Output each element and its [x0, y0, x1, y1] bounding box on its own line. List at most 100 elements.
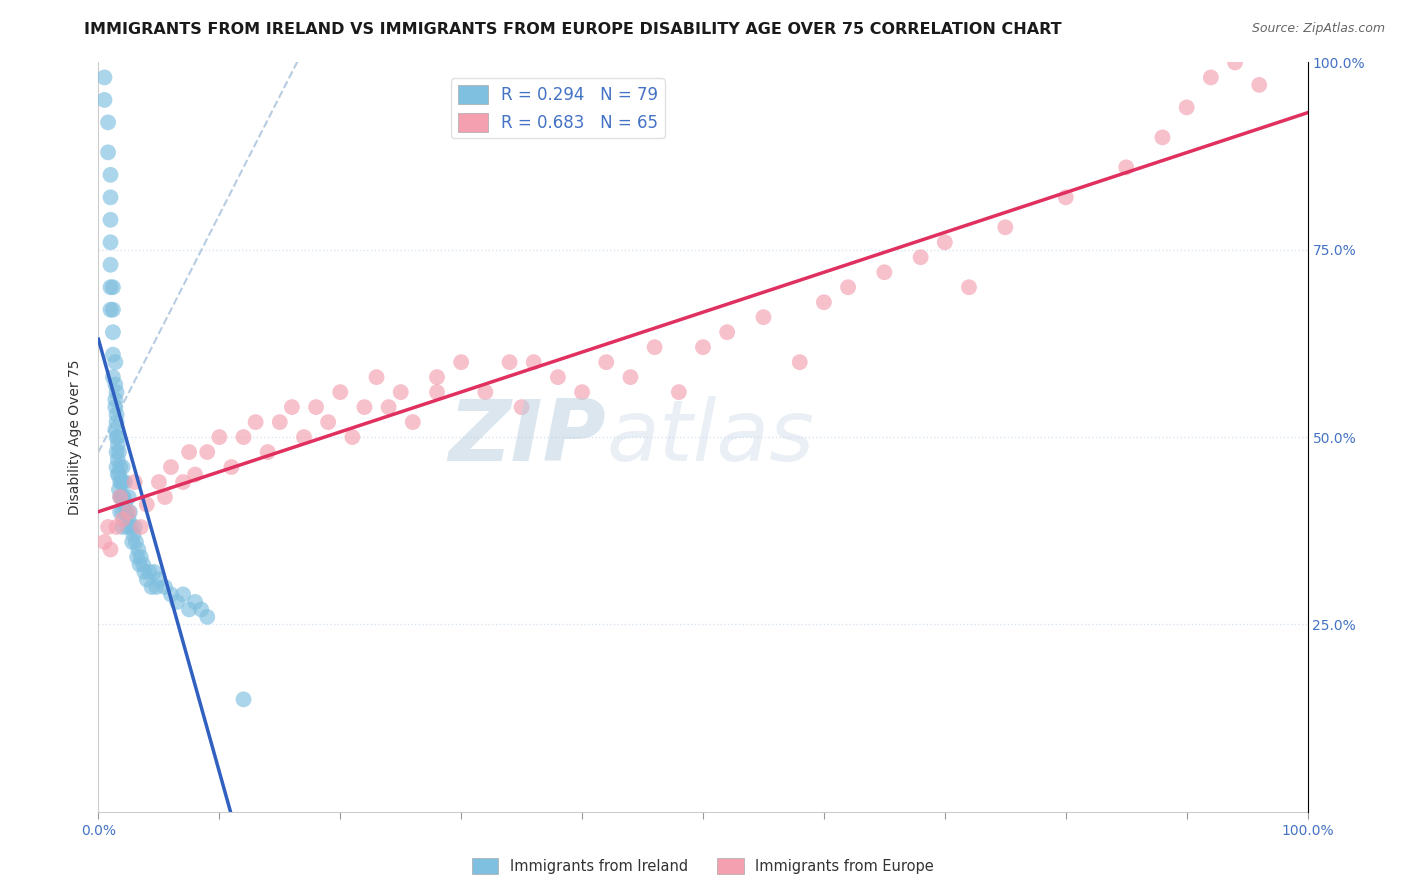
Point — [752, 310, 775, 325]
Point — [1152, 130, 1174, 145]
Point — [124, 520, 146, 534]
Point — [179, 445, 201, 459]
Point — [994, 220, 1017, 235]
Point — [644, 340, 666, 354]
Point — [107, 437, 129, 451]
Point — [148, 475, 170, 489]
Point — [153, 490, 176, 504]
Point — [692, 340, 714, 354]
Point — [129, 520, 152, 534]
Point — [108, 505, 131, 519]
Point — [353, 400, 375, 414]
Point — [97, 115, 120, 129]
Text: atlas: atlas — [606, 395, 814, 479]
Point — [105, 520, 128, 534]
Point — [105, 460, 128, 475]
Y-axis label: Disability Age Over 75: Disability Age Over 75 — [69, 359, 83, 515]
Point — [316, 415, 339, 429]
Point — [269, 415, 291, 429]
Point — [108, 445, 131, 459]
Point — [93, 93, 115, 107]
Point — [957, 280, 980, 294]
Point — [121, 535, 143, 549]
Point — [134, 565, 156, 579]
Point — [135, 498, 157, 512]
Point — [100, 280, 122, 294]
Point — [108, 475, 131, 489]
Point — [132, 558, 155, 572]
Text: IMMIGRANTS FROM IRELAND VS IMMIGRANTS FROM EUROPE DISABILITY AGE OVER 75 CORRELA: IMMIGRANTS FROM IRELAND VS IMMIGRANTS FR… — [84, 22, 1062, 37]
Point — [114, 475, 136, 489]
Point — [256, 445, 278, 459]
Point — [100, 190, 122, 204]
Point — [837, 280, 859, 294]
Point — [97, 145, 120, 160]
Point — [190, 602, 212, 616]
Point — [789, 355, 811, 369]
Point — [1199, 70, 1222, 85]
Point — [101, 370, 124, 384]
Point — [138, 565, 160, 579]
Point — [232, 430, 254, 444]
Point — [571, 385, 593, 400]
Point — [127, 549, 149, 564]
Point — [97, 520, 120, 534]
Point — [104, 355, 127, 369]
Point — [105, 408, 128, 422]
Point — [100, 168, 122, 182]
Point — [498, 355, 520, 369]
Point — [668, 385, 690, 400]
Point — [245, 415, 267, 429]
Point — [179, 602, 201, 616]
Point — [93, 535, 115, 549]
Point — [184, 595, 207, 609]
Point — [166, 595, 188, 609]
Point — [112, 490, 135, 504]
Point — [111, 490, 134, 504]
Point — [934, 235, 956, 250]
Point — [111, 512, 134, 526]
Point — [305, 400, 328, 414]
Point — [101, 325, 124, 339]
Point — [108, 467, 131, 482]
Point — [108, 460, 131, 475]
Point — [145, 580, 167, 594]
Point — [450, 355, 472, 369]
Point — [148, 573, 170, 587]
Point — [813, 295, 835, 310]
Point — [1115, 161, 1137, 175]
Point — [292, 430, 315, 444]
Point — [105, 445, 128, 459]
Point — [221, 460, 243, 475]
Point — [141, 580, 163, 594]
Point — [122, 527, 145, 541]
Point — [510, 400, 533, 414]
Point — [127, 542, 149, 557]
Text: ZIP: ZIP — [449, 395, 606, 479]
Point — [377, 400, 399, 414]
Point — [195, 445, 218, 459]
Point — [104, 400, 127, 414]
Point — [107, 467, 129, 482]
Point — [329, 385, 352, 400]
Point — [135, 573, 157, 587]
Point — [1175, 100, 1198, 114]
Point — [111, 460, 134, 475]
Point — [105, 415, 128, 429]
Point — [595, 355, 617, 369]
Point — [389, 385, 412, 400]
Point — [101, 280, 124, 294]
Point — [342, 430, 364, 444]
Point — [172, 587, 194, 601]
Point — [107, 452, 129, 467]
Point — [184, 467, 207, 482]
Point — [111, 505, 134, 519]
Point — [172, 475, 194, 489]
Point — [426, 370, 449, 384]
Text: Source: ZipAtlas.com: Source: ZipAtlas.com — [1251, 22, 1385, 36]
Point — [619, 370, 641, 384]
Point — [160, 587, 183, 601]
Point — [426, 385, 449, 400]
Point — [195, 610, 218, 624]
Point — [402, 415, 425, 429]
